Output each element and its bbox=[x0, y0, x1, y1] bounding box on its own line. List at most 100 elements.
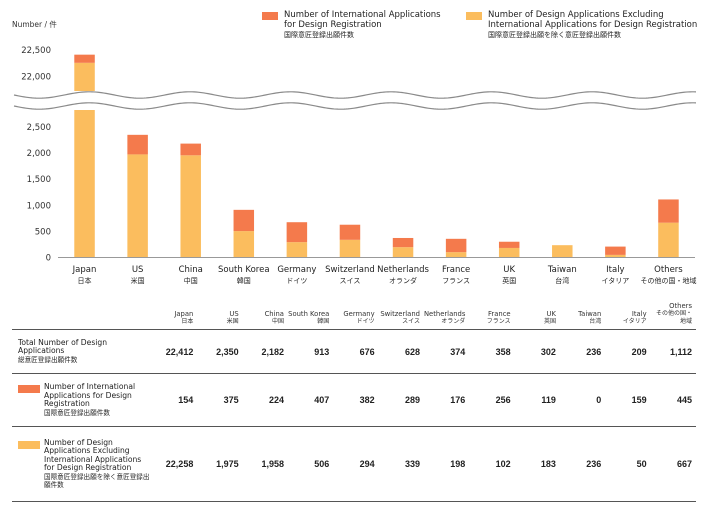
x-tick-label: UK bbox=[503, 265, 515, 275]
x-tick-label: Japan bbox=[72, 265, 97, 275]
bar-international bbox=[605, 246, 626, 255]
x-tick-label: China bbox=[179, 265, 203, 275]
row-label-excluding: Number of Design Applications Excluding … bbox=[12, 426, 152, 502]
col-jp: 米国 bbox=[226, 318, 239, 325]
x-tick-label-jp: スイス bbox=[340, 277, 361, 285]
col-en: Netherlands bbox=[423, 310, 466, 318]
bar-excluding bbox=[180, 155, 201, 258]
table-cell: 382 bbox=[333, 373, 379, 427]
row-label-jp: 国際意匠登録出願件数 bbox=[44, 408, 110, 417]
x-tick-label-jp: 台湾 bbox=[555, 276, 569, 285]
col-en: South Korea bbox=[288, 310, 330, 318]
x-tick-label-jp: ドイツ bbox=[286, 277, 307, 285]
bar-international bbox=[127, 134, 148, 155]
col-jp: 中国 bbox=[271, 318, 284, 325]
bar-excluding bbox=[605, 254, 626, 258]
table-cell: 176 bbox=[423, 373, 470, 427]
table-cell: 2,182 bbox=[242, 329, 288, 374]
table-cell: 913 bbox=[287, 329, 334, 374]
x-tick-label: US bbox=[132, 265, 144, 275]
row-swatch-excluding bbox=[18, 440, 40, 449]
table-cell: 119 bbox=[514, 373, 560, 427]
table-cell: 375 bbox=[197, 373, 243, 427]
legend-international-line2: for Design Registration bbox=[284, 20, 382, 30]
table-col-header: France フランス bbox=[469, 300, 515, 330]
data-table: Japan 日本 US 米国 China 中国 South Korea 韓国 Germa… bbox=[12, 300, 696, 502]
x-tick-label: Taiwan bbox=[547, 265, 577, 275]
x-tick-label-jp: オランダ bbox=[389, 276, 417, 285]
table-cell: 50 bbox=[605, 426, 651, 502]
y-tick-label: 0 bbox=[46, 254, 51, 264]
legend-excluding-line1: Number of Design Applications Excluding bbox=[488, 10, 664, 20]
bar-excluding bbox=[339, 239, 361, 258]
x-tick-label: Germany bbox=[277, 265, 316, 275]
y-tick-label: 500 bbox=[35, 227, 51, 237]
table-col-header: Japan 日本 bbox=[152, 300, 198, 330]
axis-break bbox=[12, 91, 698, 110]
table-col-header: US 米国 bbox=[197, 300, 243, 330]
col-jp: オランダ bbox=[441, 318, 466, 325]
table-cell: 183 bbox=[514, 426, 560, 502]
table-cell: 445 bbox=[650, 373, 696, 427]
x-tick-label-jp: その他の国・地域 bbox=[640, 276, 696, 285]
legend-excluding: Number of Design Applications Excluding … bbox=[466, 10, 697, 40]
x-tick-label-jp: 米国 bbox=[131, 276, 145, 285]
bar-excluding bbox=[74, 62, 95, 258]
row-label-jp: 総意匠登録出願件数 bbox=[18, 355, 78, 364]
row-label-en: Number of International Applications for… bbox=[44, 383, 136, 408]
bar-excluding bbox=[498, 247, 520, 258]
table-cell: 154 bbox=[152, 373, 198, 427]
table-cell: 198 bbox=[423, 426, 470, 502]
col-jp: 日本 bbox=[181, 318, 194, 325]
table-cell: 236 bbox=[559, 426, 606, 502]
bar-international bbox=[392, 237, 414, 248]
legend-international: Number of International Applications for… bbox=[262, 10, 441, 40]
table-cell: 358 bbox=[469, 329, 515, 374]
col-en: UK bbox=[546, 310, 556, 318]
table-col-header: Italy イタリア bbox=[605, 300, 651, 330]
table-cell: 159 bbox=[605, 373, 651, 427]
x-tick-label-jp: イタリア bbox=[602, 276, 630, 285]
stacked-bar-chart: Number / 件 0 500 1,000 1,500 2,000 2,500 22,00… bbox=[12, 19, 698, 285]
table-cell: 1,112 bbox=[650, 329, 696, 374]
bar-group bbox=[74, 54, 679, 258]
x-tick-label-jp: 英国 bbox=[502, 276, 516, 285]
table-cell: 628 bbox=[378, 329, 424, 374]
table-cell: 302 bbox=[514, 329, 560, 374]
col-en: China bbox=[264, 310, 284, 318]
legend-swatch-international bbox=[262, 12, 278, 20]
x-tick-label-jp: フランス bbox=[442, 277, 470, 285]
y-tick-label: 22,500 bbox=[21, 46, 51, 56]
y-tick-label: 1,000 bbox=[27, 201, 51, 211]
axis-break-band bbox=[12, 91, 698, 110]
bar-international bbox=[339, 224, 361, 240]
y-tick-label: 1,500 bbox=[27, 175, 51, 185]
bar-excluding bbox=[233, 231, 255, 258]
table-corner bbox=[12, 300, 152, 330]
col-en: Taiwan bbox=[578, 310, 602, 318]
table-col-header: Taiwan 台湾 bbox=[559, 300, 606, 330]
axis-break-line-bottom bbox=[13, 102, 697, 110]
table-cell: 676 bbox=[333, 329, 379, 374]
bar-excluding bbox=[392, 247, 414, 258]
col-jp: ドイツ bbox=[356, 318, 375, 325]
col-jp: 韓国 bbox=[317, 318, 330, 325]
table-col-header: Others その他の国・地域 bbox=[650, 300, 696, 330]
col-en: Others bbox=[669, 302, 692, 310]
row-label-jp: 国際意匠登録出願を除く意匠登録出願件数 bbox=[44, 472, 150, 490]
table-col-header: Netherlands オランダ bbox=[423, 300, 470, 330]
legend-excluding-jp: 国際意匠登録出願を除く意匠登録出願件数 bbox=[488, 31, 621, 39]
table-row-total: Total Number of Design Applications 総意匠登録… bbox=[12, 329, 696, 374]
y-tick-label: 2,500 bbox=[27, 123, 51, 133]
bar-international bbox=[498, 241, 520, 248]
x-tick-label-jp: 韓国 bbox=[237, 276, 251, 285]
table-col-header: Germany ドイツ bbox=[333, 300, 379, 330]
legend-excluding-line2: International Applications for Design Re… bbox=[488, 20, 698, 30]
col-en: US bbox=[229, 310, 239, 318]
row-label-en: Total Number of Design Applications bbox=[18, 337, 108, 356]
bar-excluding bbox=[658, 222, 679, 258]
table-cell: 374 bbox=[423, 329, 470, 374]
table-col-header: South Korea 韓国 bbox=[287, 300, 334, 330]
bar-excluding bbox=[286, 242, 308, 258]
